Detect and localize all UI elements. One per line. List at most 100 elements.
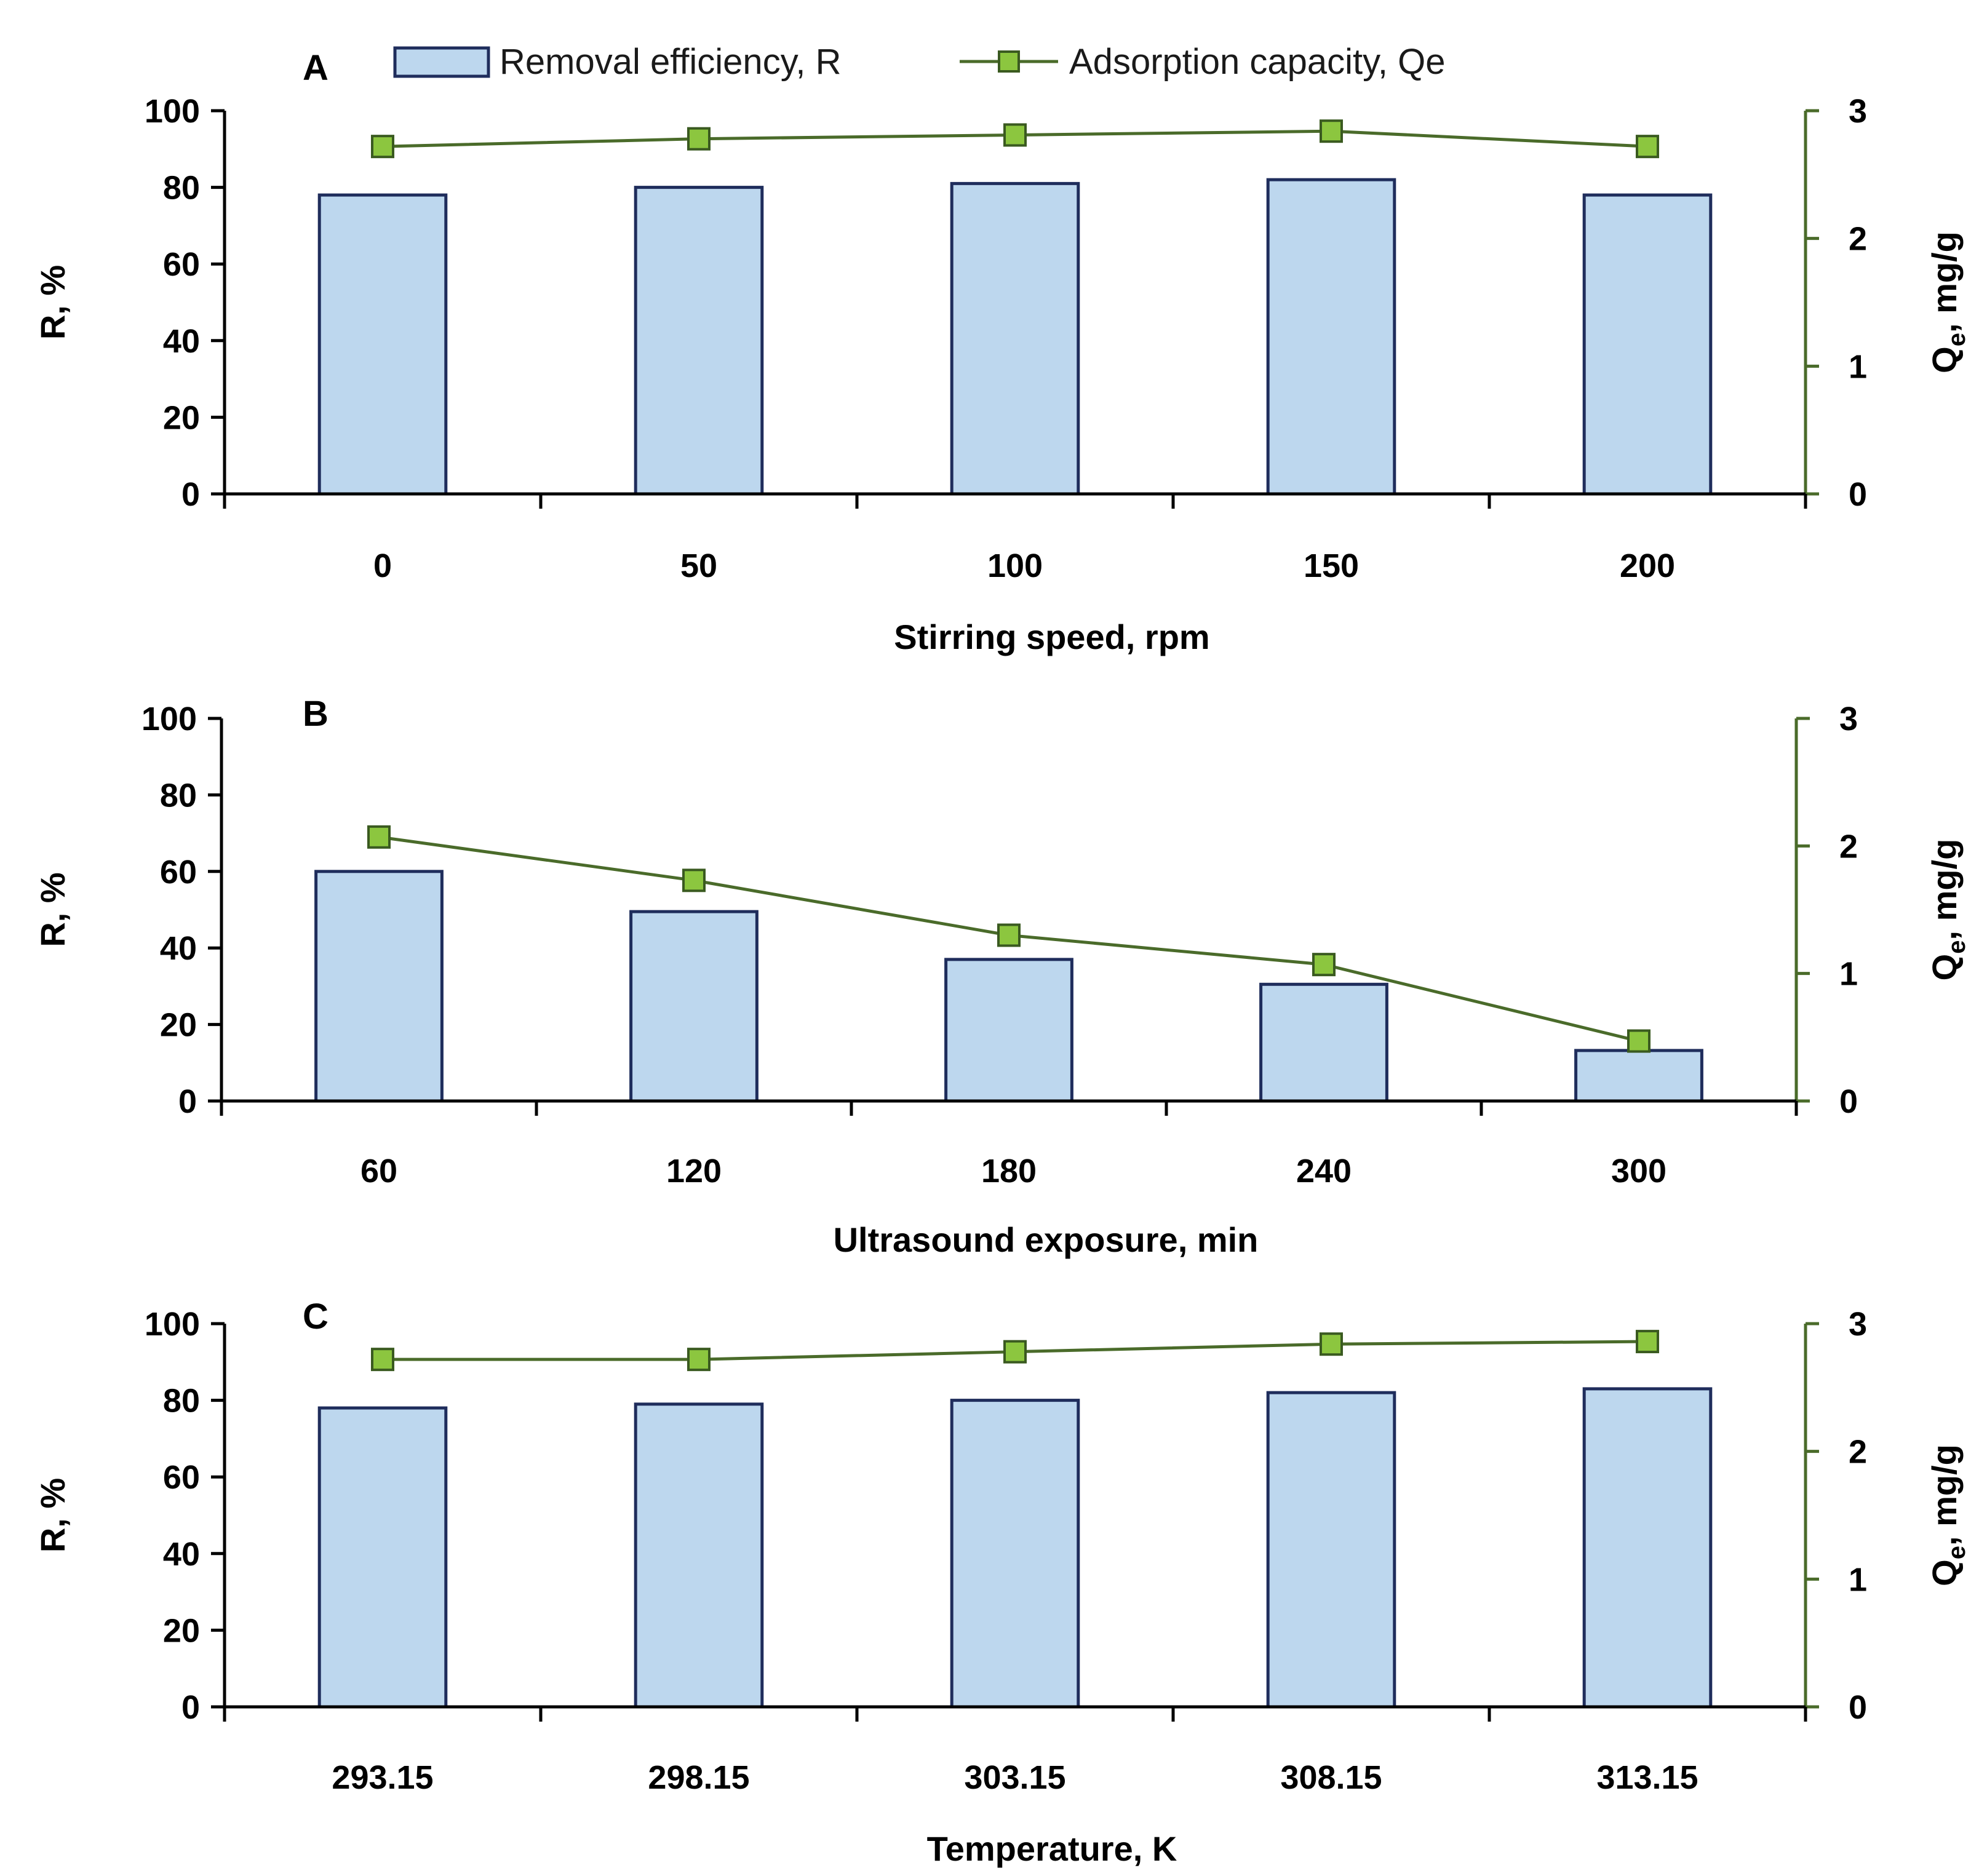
bar-c-2 bbox=[950, 1399, 1080, 1709]
bar-c-4 bbox=[1582, 1387, 1713, 1709]
y-axis-title-left: R, % bbox=[33, 265, 72, 340]
y-tick-label-right: 3 bbox=[1849, 93, 1867, 130]
x-tick-label: 60 bbox=[360, 1153, 397, 1190]
y-tick-label-left: 60 bbox=[163, 246, 200, 283]
line-marker-a-1 bbox=[687, 127, 711, 151]
bar-a-3 bbox=[1266, 178, 1396, 496]
bar-b-0 bbox=[314, 870, 444, 1103]
legend: Removal efficiency, R Adsorption capacit… bbox=[393, 42, 1445, 82]
y-tick-label-left: 80 bbox=[160, 777, 197, 814]
x-axis-title: Ultrasound exposure, min bbox=[834, 1220, 1259, 1259]
x-tick-label: 240 bbox=[1296, 1153, 1352, 1190]
y-tick-label-left: 40 bbox=[163, 323, 200, 360]
x-tick-label: 150 bbox=[1304, 547, 1359, 584]
y-axis-title-right: Qe, mg/g bbox=[1925, 1444, 1970, 1586]
y-tick-label-right: 2 bbox=[1849, 221, 1867, 258]
y-axis-title-right-rest: , mg/g bbox=[1925, 1444, 1964, 1546]
y-tick-label-right: 0 bbox=[1849, 1689, 1867, 1726]
chart-panel-a: 0 20 40 60 80 100 0 1 2 3 0 50 100 150 200 A Stirring sp… bbox=[33, 48, 1970, 656]
bar-c-1 bbox=[634, 1402, 764, 1709]
y-axis-title-right-rest: , mg/g bbox=[1925, 839, 1964, 940]
y-axis-title-right-sub: e bbox=[1943, 1546, 1970, 1559]
legend-bar-swatch bbox=[393, 46, 490, 78]
y-tick-label-right: 0 bbox=[1849, 476, 1867, 513]
y-axis-title-right: Qe, mg/g bbox=[1925, 231, 1970, 373]
panel-label: A bbox=[303, 48, 329, 88]
panel-label: B bbox=[303, 694, 329, 734]
line-marker-b-1 bbox=[682, 868, 706, 892]
y-axis-title-right-main: Q bbox=[1925, 346, 1964, 373]
x-tick-label: 298.15 bbox=[648, 1759, 749, 1796]
x-tick-label: 180 bbox=[981, 1153, 1037, 1190]
line-marker-a-3 bbox=[1320, 119, 1343, 143]
bar-a-4 bbox=[1582, 193, 1713, 496]
y-tick-label-left: 0 bbox=[181, 1689, 200, 1726]
line-marker-c-1 bbox=[687, 1348, 711, 1372]
y-tick-label-left: 80 bbox=[163, 170, 200, 207]
y-axis-title-right: Qe, mg/g bbox=[1925, 839, 1970, 981]
y-tick-label-left: 20 bbox=[163, 399, 200, 436]
y-tick-label-right: 3 bbox=[1849, 1306, 1867, 1343]
x-tick-label: 200 bbox=[1620, 547, 1675, 584]
bar-b-3 bbox=[1259, 982, 1388, 1103]
x-axis-title: Stirring speed, rpm bbox=[894, 618, 1209, 656]
x-axis-title: Temperature, K bbox=[927, 1829, 1177, 1868]
y-tick-label-right: 1 bbox=[1849, 1561, 1867, 1598]
line-marker-a-2 bbox=[1003, 123, 1027, 147]
y-tick-label-left: 0 bbox=[181, 476, 200, 513]
y-tick-label-left: 0 bbox=[178, 1083, 197, 1120]
y-axis-title-right-sub: e bbox=[1943, 940, 1970, 954]
bar-a-2 bbox=[950, 181, 1080, 496]
y-tick-label-left: 20 bbox=[163, 1612, 200, 1649]
bar-c-0 bbox=[317, 1406, 448, 1709]
x-tick-label: 100 bbox=[987, 547, 1043, 584]
y-tick-label-left: 100 bbox=[141, 701, 197, 737]
y-tick-label-left: 60 bbox=[160, 854, 197, 891]
y-axis-title-right-main: Q bbox=[1925, 954, 1964, 981]
chart-panel-c: 0 20 40 60 80 100 0 1 2 3 293.15 298.15 303.15 308.15… bbox=[33, 1297, 1970, 1868]
x-tick-label: 50 bbox=[680, 547, 717, 584]
y-axis-title-right-rest: , mg/g bbox=[1925, 231, 1964, 333]
y-tick-label-left: 20 bbox=[160, 1007, 197, 1044]
bar-b-1 bbox=[629, 910, 759, 1103]
x-tick-label: 120 bbox=[666, 1153, 722, 1190]
y-axis-title-right-sub: e bbox=[1943, 333, 1970, 346]
bar-c-3 bbox=[1266, 1391, 1396, 1709]
legend-bar-label: Removal efficiency, R bbox=[500, 42, 842, 82]
x-tick-label: 313.15 bbox=[1596, 1759, 1698, 1796]
x-tick-label: 308.15 bbox=[1280, 1759, 1382, 1796]
line-marker-b-4 bbox=[1627, 1029, 1651, 1053]
y-tick-label-right: 1 bbox=[1839, 956, 1858, 993]
line-marker-c-4 bbox=[1636, 1330, 1659, 1354]
chart-panel-b: 0 20 40 60 80 100 0 1 2 3 60 120 180 240 300 B Ultrasoun… bbox=[33, 694, 1970, 1259]
line-marker-a-4 bbox=[1636, 135, 1659, 159]
y-tick-label-right: 2 bbox=[1849, 1434, 1867, 1471]
y-tick-label-right: 1 bbox=[1849, 348, 1867, 385]
y-tick-label-right: 2 bbox=[1839, 828, 1858, 865]
y-tick-label-left: 100 bbox=[145, 1306, 200, 1343]
y-tick-label-left: 80 bbox=[163, 1383, 200, 1420]
line-marker-b-2 bbox=[997, 923, 1021, 947]
line-marker-c-2 bbox=[1003, 1340, 1027, 1364]
y-tick-label-left: 40 bbox=[160, 930, 197, 967]
line-marker-b-3 bbox=[1312, 953, 1336, 977]
bar-a-1 bbox=[634, 186, 764, 496]
y-tick-label-left: 100 bbox=[145, 93, 200, 130]
panel-label: C bbox=[303, 1297, 329, 1337]
y-axis-title-right-main: Q bbox=[1925, 1559, 1964, 1586]
y-axis-title-left: R, % bbox=[33, 872, 72, 947]
legend-line-label: Adsorption capacity, Qe bbox=[1069, 42, 1445, 82]
x-tick-label: 300 bbox=[1611, 1153, 1666, 1190]
bar-b-2 bbox=[944, 958, 1073, 1103]
y-tick-label-left: 60 bbox=[163, 1459, 200, 1496]
line-marker-a-0 bbox=[371, 135, 394, 159]
bar-a-0 bbox=[317, 193, 448, 496]
legend-line-marker bbox=[998, 50, 1020, 73]
x-tick-label: 0 bbox=[373, 547, 392, 584]
line-marker-b-0 bbox=[367, 825, 391, 849]
y-tick-label-right: 3 bbox=[1839, 701, 1858, 737]
x-tick-label: 303.15 bbox=[964, 1759, 1065, 1796]
line-marker-c-3 bbox=[1320, 1332, 1343, 1356]
